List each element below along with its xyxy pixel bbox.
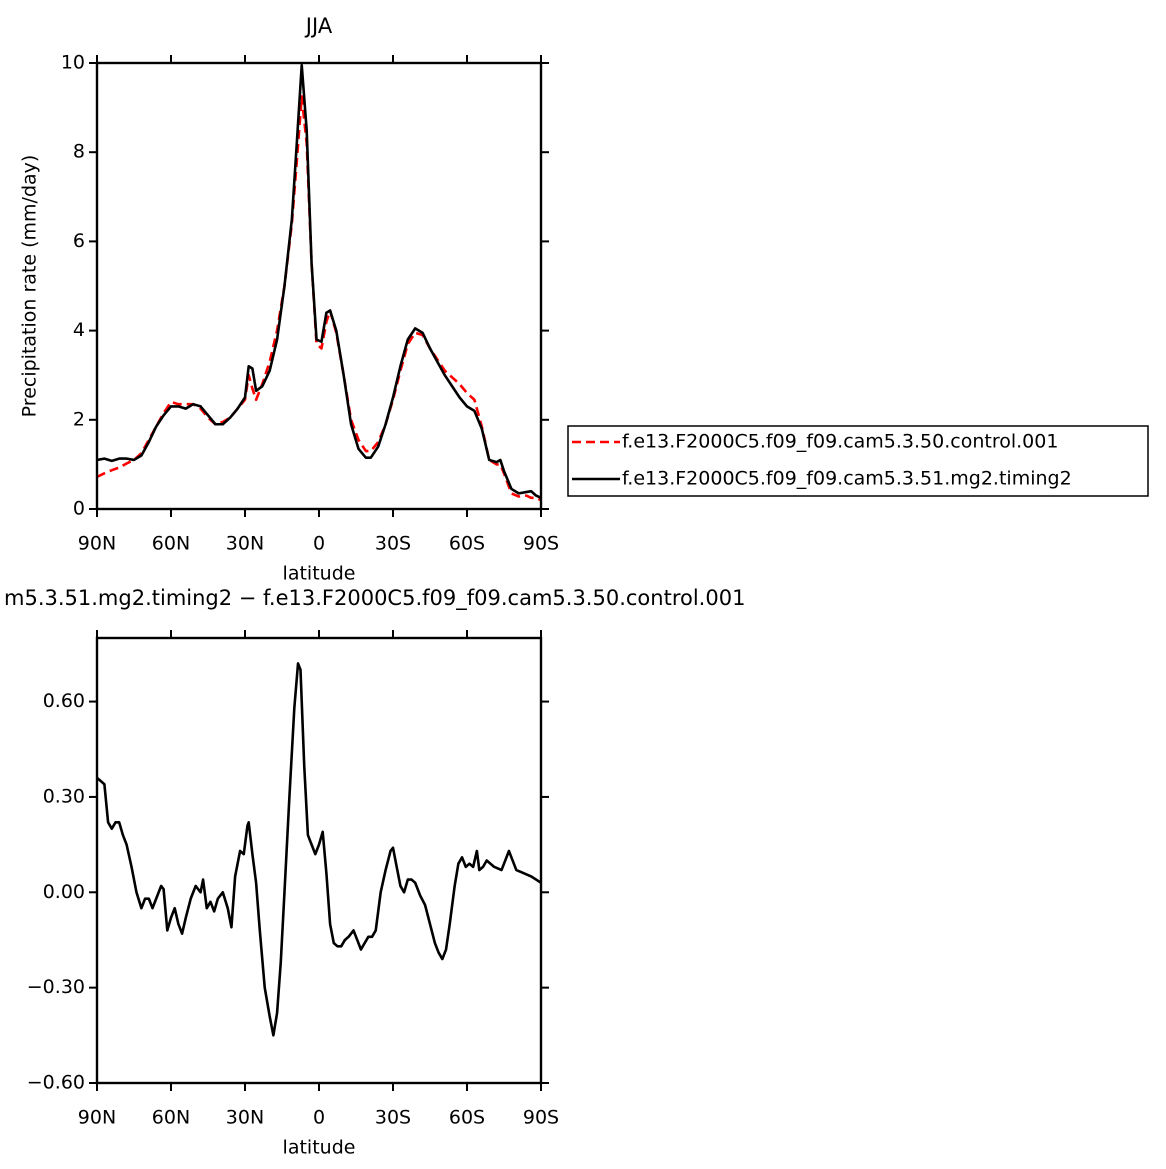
x-tick-label: 30S: [375, 533, 411, 555]
y-tick-label: 10: [61, 52, 85, 74]
chart-title: JJA: [304, 14, 333, 38]
x-axis-label: latitude: [283, 563, 356, 585]
x-tick-label: 30N: [226, 1107, 264, 1129]
y-tick-label: 0: [73, 498, 85, 520]
y-tick-label: −0.30: [27, 976, 85, 998]
x-tick-label: 0: [313, 533, 325, 555]
y-tick-label: −0.60: [27, 1072, 85, 1094]
x-tick-label: 60S: [449, 533, 485, 555]
plot-frame: [95, 61, 543, 511]
y-tick-label: 0.30: [43, 785, 85, 807]
y-tick-label: 6: [73, 230, 85, 252]
x-tick-label: 90N: [78, 533, 116, 555]
y-tick-label: 0.00: [43, 881, 85, 903]
x-tick-label: 30N: [226, 533, 264, 555]
y-tick-label: 8: [73, 141, 85, 163]
y-tick-label: 2: [73, 408, 85, 430]
x-tick-label: 60S: [449, 1107, 485, 1129]
x-tick-label: 90S: [523, 1107, 559, 1129]
data-line: [96, 95, 542, 502]
legend-label: f.e13.F2000C5.f09_f09.cam5.3.50.control.…: [622, 431, 1058, 453]
x-tick-label: 60N: [152, 1107, 190, 1129]
x-tick-label: 30S: [375, 1107, 411, 1129]
y-axis-label: Precipitation rate (mm/day): [19, 155, 41, 418]
chart-title: m5.3.51.mg2.timing2 − f.e13.F2000C5.f09_…: [4, 586, 745, 611]
x-tick-label: 60N: [152, 533, 190, 555]
data-line: [96, 662, 542, 1037]
x-tick-label: 0: [313, 1107, 325, 1129]
x-tick-label: 90N: [78, 1107, 116, 1129]
x-axis-label: latitude: [283, 1137, 356, 1159]
plot-frame: [95, 636, 543, 1085]
y-tick-label: 4: [73, 319, 85, 341]
x-tick-label: 90S: [523, 533, 559, 555]
legend-label: f.e13.F2000C5.f09_f09.cam5.3.51.mg2.timi…: [622, 468, 1072, 490]
legend-box: [567, 425, 1149, 497]
y-tick-label: 0.60: [43, 690, 85, 712]
data-line: [96, 63, 542, 500]
